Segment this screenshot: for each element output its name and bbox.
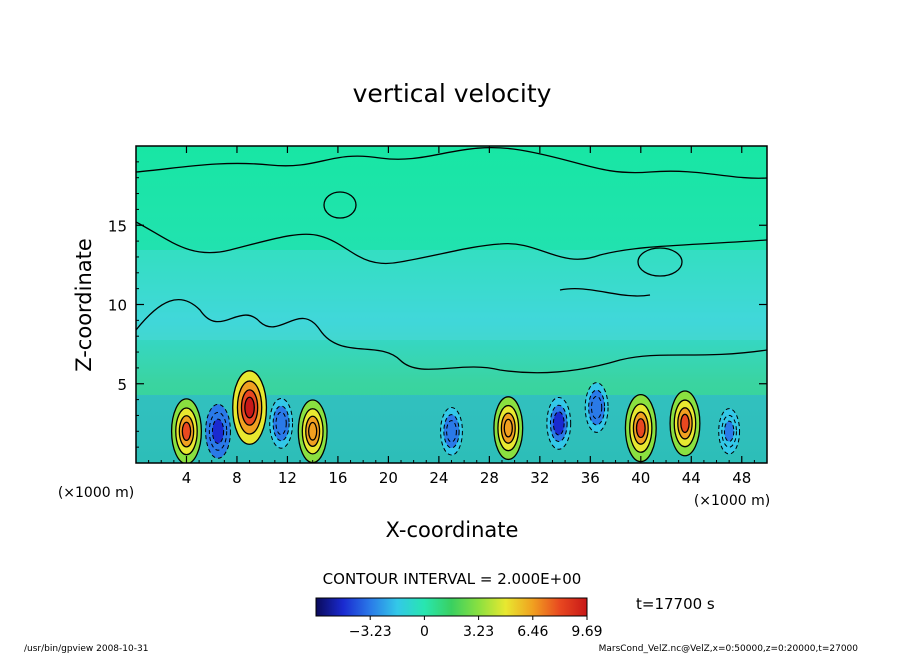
colorbar-tick-label: −3.23 xyxy=(349,624,392,640)
colorbar-tick-label: 0 xyxy=(420,624,429,640)
x-axis: 4 8 12 16 20 24 28 32 36 40 44 48 xyxy=(148,146,755,487)
downdraft-cell xyxy=(205,403,231,459)
y-tick-label: 10 xyxy=(108,297,127,315)
updraft-cell xyxy=(493,396,524,461)
downdraft-contour xyxy=(275,411,287,436)
mid-band xyxy=(136,250,767,340)
updraft-contour xyxy=(181,421,192,442)
colorbar-tick-label: 6.46 xyxy=(517,624,548,640)
downdraft-contour xyxy=(446,420,457,443)
updraft-cell xyxy=(232,370,268,445)
x-tick-label: 16 xyxy=(328,469,347,487)
updraft-cell xyxy=(170,398,203,463)
downdraft-contour xyxy=(211,418,225,444)
y-tick-label: 15 xyxy=(108,217,127,235)
x-tick-label: 20 xyxy=(379,469,398,487)
x-unit-right: (×1000 m) xyxy=(694,493,770,509)
x-tick-label: 12 xyxy=(278,469,297,487)
downdraft-cell xyxy=(584,382,609,433)
updraft-contour xyxy=(503,418,513,438)
x-tick-label: 40 xyxy=(631,469,650,487)
updraft-contour xyxy=(244,396,255,419)
x-tick-label: 36 xyxy=(581,469,600,487)
x-tick-label: 8 xyxy=(232,469,242,487)
x-tick-label: 28 xyxy=(480,469,499,487)
contour-lines xyxy=(136,146,767,374)
updraft-cell xyxy=(669,390,701,457)
updraft-cell xyxy=(297,399,328,463)
colorbar: −3.23 0 3.23 6.46 9.69 xyxy=(315,597,603,640)
time-label: t=17700 s xyxy=(636,595,715,613)
y-axis: 5 10 15 xyxy=(108,161,767,448)
x-unit-left: (×1000 m) xyxy=(58,485,134,501)
downdraft-cell xyxy=(546,396,572,450)
updraft-contour xyxy=(635,418,646,439)
x-tick-label: 48 xyxy=(732,469,751,487)
x-tick-label: 44 xyxy=(682,469,701,487)
footer-right: MarsCond_VelZ.nc@VelZ,x=0:50000,z=0:2000… xyxy=(599,644,859,654)
y-axis-label: Z-coordinate xyxy=(72,238,96,372)
x-tick-label: 4 xyxy=(182,469,192,487)
plot-area xyxy=(135,145,768,464)
downdraft-cell xyxy=(269,398,294,449)
footer-left: /usr/bin/gpview 2008-10-31 xyxy=(24,644,148,654)
updraft-contour xyxy=(308,421,318,441)
x-tick-label: 24 xyxy=(429,469,448,487)
downdraft-cell xyxy=(440,407,463,456)
colorbar-ticks: −3.23 0 3.23 6.46 9.69 xyxy=(349,616,603,640)
colorbar-tick-label: 3.23 xyxy=(463,624,494,640)
downdraft-contour xyxy=(723,420,735,443)
updraft-contour xyxy=(680,413,690,434)
downdraft-contour xyxy=(590,395,603,420)
colorbar-gradient xyxy=(315,597,588,617)
downdraft-cell xyxy=(718,408,741,455)
chart-title: vertical velocity xyxy=(353,79,552,108)
x-tick-label: 32 xyxy=(530,469,549,487)
contour-interval: CONTOUR INTERVAL = 2.000E+00 xyxy=(323,570,582,588)
colorbar-tick-label: 9.69 xyxy=(571,624,602,640)
feature-layer xyxy=(170,370,741,463)
y-tick-label: 5 xyxy=(117,376,127,394)
downdraft-contour xyxy=(552,411,565,436)
x-axis-label: X-coordinate xyxy=(386,518,519,542)
updraft-cell xyxy=(624,393,657,463)
